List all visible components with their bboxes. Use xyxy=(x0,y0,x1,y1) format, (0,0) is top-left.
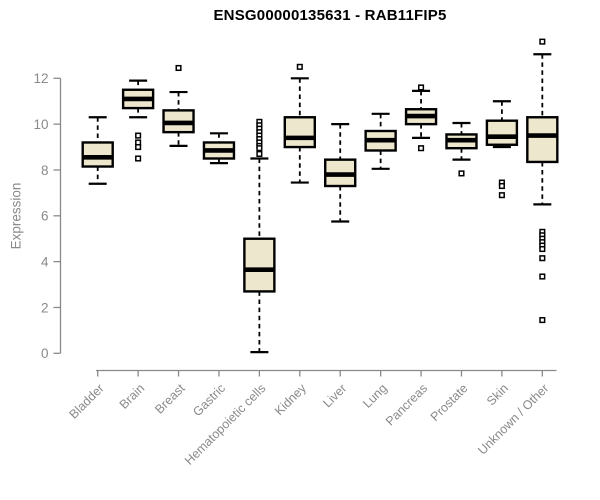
outlier-point xyxy=(458,170,465,177)
outlier-point xyxy=(539,245,546,253)
outlier-point xyxy=(539,255,546,262)
y-tick-label: 12 xyxy=(33,71,48,86)
y-tick-label: 2 xyxy=(41,300,49,315)
x-tick-label-bladder: Bladder xyxy=(66,381,106,421)
outlier-point xyxy=(175,64,182,72)
boxplot-group-brain xyxy=(121,79,155,162)
x-tick-label-brain: Brain xyxy=(117,381,148,412)
outlier-point xyxy=(296,63,303,70)
boxplot-group-liver xyxy=(324,123,357,223)
iqr-box xyxy=(526,116,559,164)
x-tick-label-unknown-other: Unknown / Other xyxy=(475,381,551,457)
chart-title: ENSG00000135631 - RAB11FIP5 xyxy=(213,7,447,24)
outlier-point xyxy=(256,145,263,152)
boxplot-group-prostate xyxy=(445,121,478,177)
boxplot-group-breast xyxy=(162,64,195,148)
x-tick-label-hematopoietic-cells: Hematopoietic cells xyxy=(182,381,269,468)
y-tick-label: 4 xyxy=(41,254,49,269)
outlier-point xyxy=(135,143,142,151)
x-tick-label-pancreas: Pancreas xyxy=(383,381,430,428)
y-tick-label: 0 xyxy=(41,346,49,361)
iqr-box xyxy=(81,141,114,168)
outlier-point xyxy=(418,145,425,152)
x-tick-label-liver: Liver xyxy=(320,381,349,410)
outlier-point xyxy=(539,273,546,280)
y-tick-label: 8 xyxy=(41,163,49,178)
iqr-box xyxy=(283,116,316,149)
outlier-point xyxy=(135,132,142,139)
boxplot-group-gastric xyxy=(202,132,236,165)
x-tick-label-lung: Lung xyxy=(360,381,390,411)
outlier-point xyxy=(539,38,546,45)
outlier-point xyxy=(418,84,425,91)
y-tick-label: 10 xyxy=(33,117,48,132)
outlier-point xyxy=(256,150,263,157)
boxplot-group-hematopoietic-cells xyxy=(243,118,276,354)
x-tick-label-prostate: Prostate xyxy=(428,381,471,424)
x-tick-label-kidney: Kidney xyxy=(272,381,309,418)
outlier-point xyxy=(539,317,546,324)
outlier-point xyxy=(135,155,142,162)
boxplot-group-lung xyxy=(364,112,397,170)
boxplot-group-unknown-other xyxy=(526,38,559,324)
boxplot-group-bladder xyxy=(81,116,114,185)
x-tick-label-breast: Breast xyxy=(152,381,188,417)
boxplot-group-skin xyxy=(485,100,519,199)
x-tick-label-skin: Skin xyxy=(484,381,511,408)
outlier-point xyxy=(498,192,505,199)
boxplot-group-kidney xyxy=(283,63,316,184)
y-tick-label: 6 xyxy=(41,209,49,224)
iqr-box xyxy=(485,119,519,146)
outlier-point xyxy=(498,182,505,190)
iqr-box xyxy=(243,237,276,293)
x-tick-label-gastric: Gastric xyxy=(190,381,228,419)
boxplot-group-pancreas xyxy=(404,84,438,152)
